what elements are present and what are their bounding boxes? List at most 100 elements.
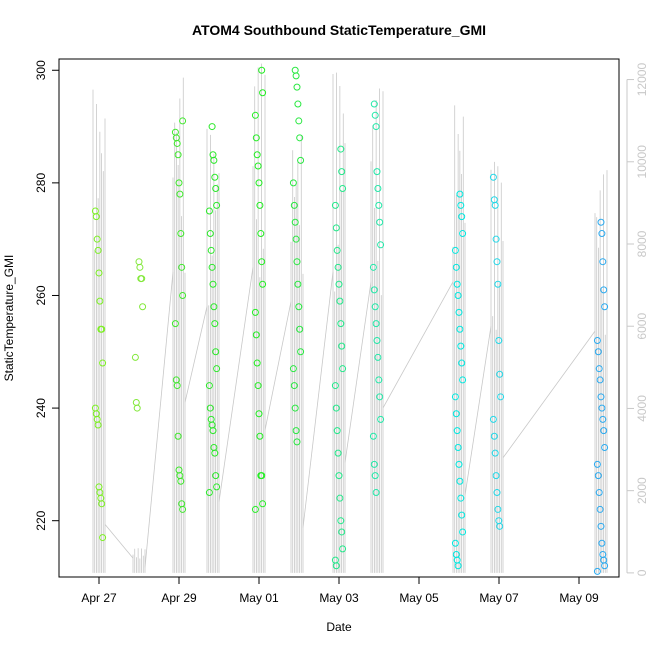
data-point: [600, 286, 608, 294]
y2-tick-label: 6000: [635, 313, 649, 340]
x-tick-label: Apr 29: [161, 591, 197, 605]
data-point: [451, 393, 459, 401]
data-point: [290, 382, 298, 390]
data-point: [336, 297, 344, 305]
data-point: [494, 280, 502, 288]
data-point: [495, 337, 503, 345]
data-point: [211, 320, 219, 328]
data-point: [133, 404, 141, 412]
data-point: [136, 263, 144, 271]
data-point: [210, 303, 218, 311]
data-point: [339, 545, 347, 553]
data-point: [135, 258, 143, 266]
data-point: [455, 308, 463, 316]
data-point: [377, 241, 385, 249]
x-tick-label: Apr 27: [81, 591, 117, 605]
data-point: [601, 303, 609, 311]
x-axis-label: Date: [326, 620, 352, 634]
data-point: [597, 393, 605, 401]
data-point: [291, 66, 299, 74]
data-point: [131, 353, 139, 361]
data-point: [206, 404, 214, 412]
data-point: [454, 444, 462, 451]
data-point: [95, 269, 103, 277]
data-point: [98, 325, 106, 333]
data-point: [458, 213, 466, 221]
transit-line: [144, 271, 174, 568]
data-point: [497, 393, 505, 401]
data-point: [457, 201, 465, 209]
data-point: [253, 359, 261, 367]
transit-line: [344, 281, 372, 463]
data-point: [455, 460, 463, 468]
data-point: [370, 286, 378, 294]
data-point: [258, 258, 266, 266]
y2-tick-label: 2000: [635, 477, 649, 504]
data-point: [373, 168, 381, 176]
data-point: [373, 337, 381, 345]
data-point: [255, 179, 263, 187]
data-point: [338, 342, 346, 350]
data-point: [377, 415, 385, 423]
data-point: [489, 415, 497, 423]
data-point: [256, 432, 264, 440]
data-point: [175, 466, 183, 474]
data-point: [258, 472, 266, 480]
transit-line: [218, 266, 254, 502]
data-point: [457, 342, 465, 350]
data-point: [598, 230, 606, 238]
data-point: [459, 528, 467, 536]
y2-tick-label: 10000: [635, 145, 649, 179]
data-point: [375, 201, 383, 209]
data-point: [453, 427, 461, 435]
transit-line: [184, 306, 208, 403]
data-point: [456, 325, 464, 333]
x-tick-label: May 07: [479, 591, 519, 605]
data-point: [138, 275, 146, 283]
data-point: [293, 438, 301, 446]
data-point: [372, 489, 380, 497]
data-point: [491, 201, 499, 209]
data-point: [212, 185, 220, 192]
data-point: [205, 382, 213, 390]
data-point: [375, 376, 383, 384]
data-point: [174, 151, 182, 159]
data-point: [597, 522, 605, 530]
data-point: [212, 348, 220, 356]
data-point: [597, 218, 605, 226]
secondary-y-axis: 0 2000 4000 6000 8000 10000 12000: [626, 63, 649, 576]
data-point: [372, 320, 380, 328]
data-point: [594, 348, 602, 356]
data-point: [331, 382, 339, 390]
data-point: [593, 460, 601, 468]
data-point: [292, 427, 300, 435]
data-point: [333, 246, 341, 254]
data-point: [251, 505, 259, 513]
y2-tick-label: 12000: [635, 63, 649, 97]
secondary-series-layer: [92, 63, 608, 573]
data-point: [177, 477, 185, 485]
data-point: [372, 123, 380, 131]
data-point: [459, 230, 467, 238]
data-point: [593, 337, 601, 345]
data-point: [332, 562, 340, 570]
data-point: [334, 449, 342, 457]
data-point: [454, 291, 462, 299]
data-point: [452, 410, 460, 418]
data-point: [177, 230, 185, 238]
data-point: [337, 320, 345, 328]
data-point: [291, 218, 299, 226]
data-point: [598, 539, 606, 547]
data-point: [173, 139, 181, 147]
data-point: [599, 258, 607, 266]
data-point: [94, 246, 102, 254]
data-point: [337, 517, 345, 525]
data-point: [173, 382, 181, 390]
data-point: [294, 100, 302, 108]
data-point: [94, 421, 102, 429]
data-point: [254, 382, 262, 390]
data-point: [491, 449, 499, 457]
data-point: [99, 534, 107, 542]
data-point: [596, 376, 604, 384]
y-tick-label: 240: [34, 398, 48, 418]
